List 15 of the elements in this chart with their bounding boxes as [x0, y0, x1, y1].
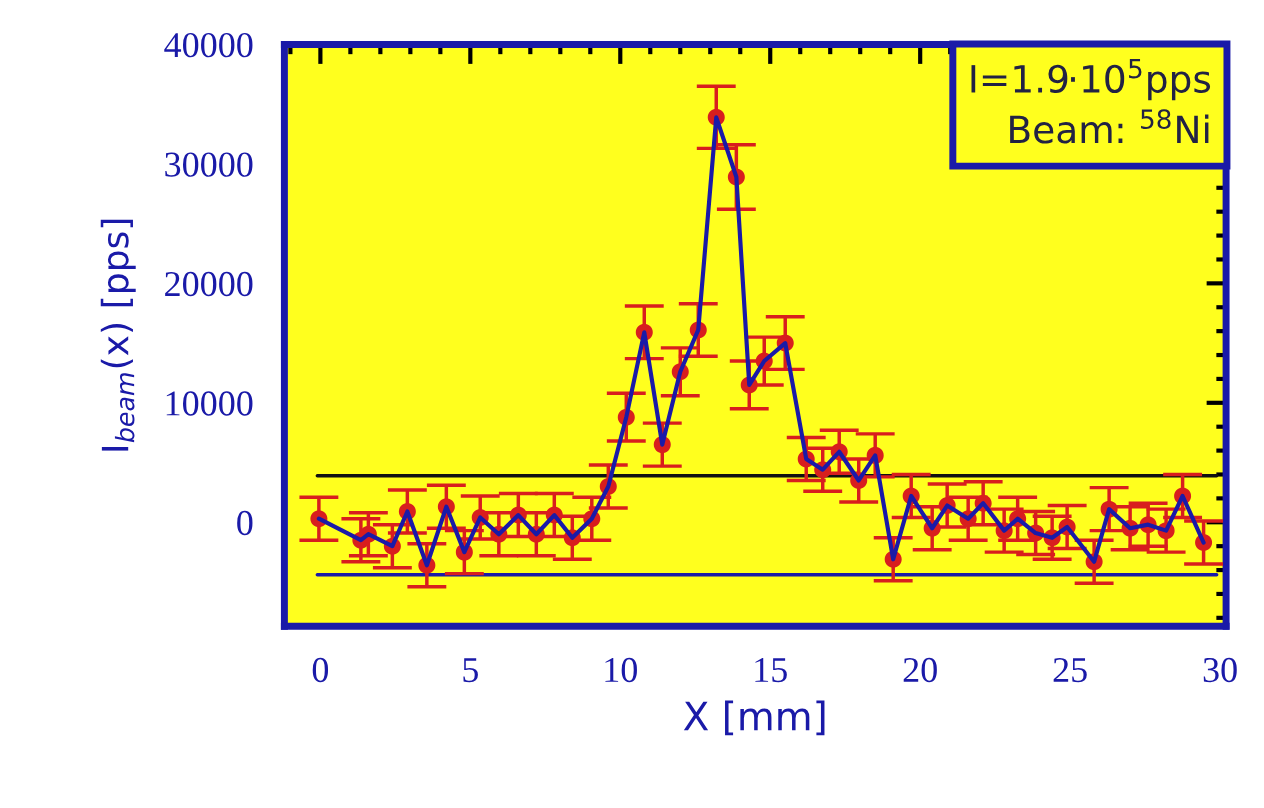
x-tick-label: 15 — [755, 657, 787, 683]
y-tick-label: 40000 — [164, 32, 253, 58]
x-tick-label: 25 — [1053, 657, 1087, 683]
y-tick-label: 30000 — [165, 152, 253, 177]
y-tick-label: 10000 — [166, 391, 253, 416]
x-tick-label: 20 — [903, 657, 937, 683]
x-axis-title: X [mm] — [683, 700, 825, 736]
y-tick-label: 20000 — [165, 271, 253, 297]
x-tick-label: 5 — [463, 658, 478, 683]
x-tick-label: 0 — [312, 657, 329, 683]
y-tick-label: 0 — [237, 510, 253, 536]
x-tick-label: 30 — [1203, 657, 1237, 683]
annotation: I=1.9·10$^{5}$pps Beam: $^{58}$Ni — [971, 58, 1211, 144]
y-axis-title: I$_{beam}$(x) [pps] — [100, 219, 136, 451]
x-tick-label: 10 — [605, 657, 637, 683]
